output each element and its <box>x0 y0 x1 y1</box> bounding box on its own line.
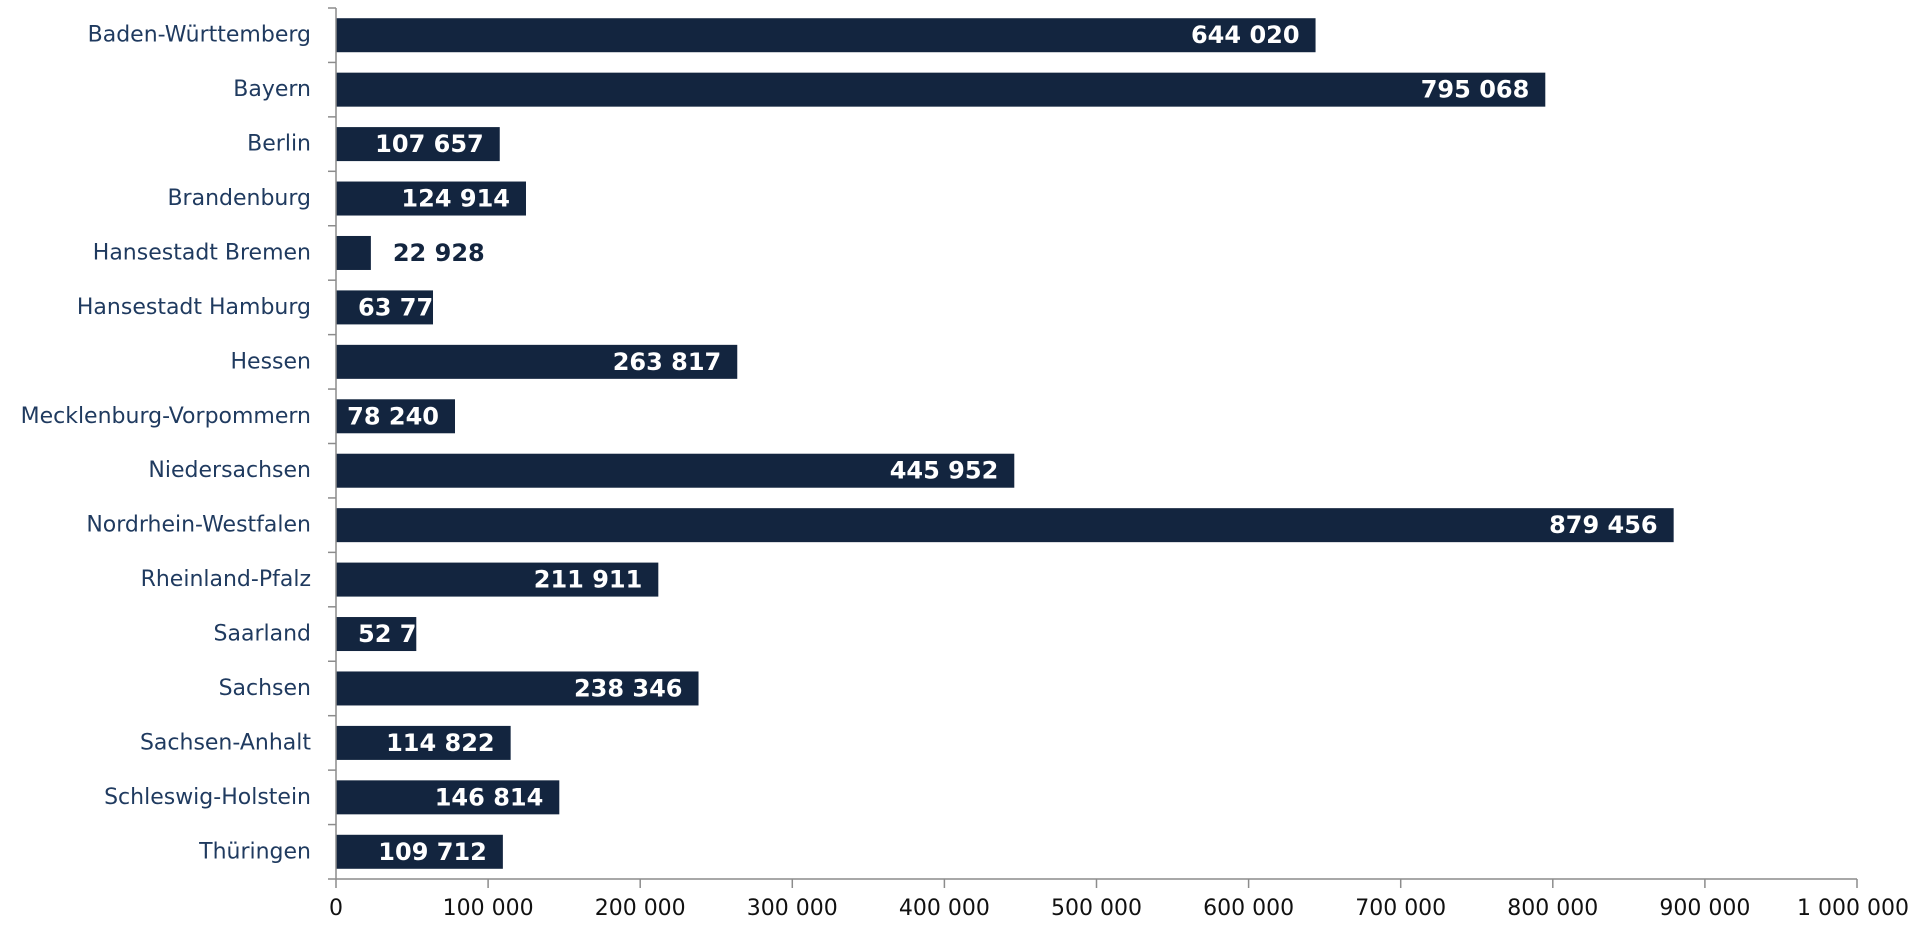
x-tick-label: 0 <box>329 896 343 921</box>
bar <box>336 72 1546 107</box>
data-label: 146 814 <box>435 783 544 811</box>
category-label: Hansestadt Hamburg <box>77 295 311 320</box>
bar <box>336 671 699 706</box>
data-label: 879 456 <box>1549 511 1658 539</box>
bar <box>336 399 456 434</box>
category-label: Nordrhein-Westfalen <box>86 513 311 538</box>
bar <box>336 725 511 760</box>
category-label: Hessen <box>231 349 311 374</box>
data-label: 22 928 <box>393 239 485 267</box>
data-label: 445 952 <box>890 457 999 485</box>
x-tick-label: 700 000 <box>1355 896 1446 921</box>
data-label: 211 911 <box>534 566 643 594</box>
category-label: Thüringen <box>198 839 311 864</box>
bar <box>336 617 417 652</box>
x-tick-label: 400 000 <box>899 896 990 921</box>
data-label: 238 346 <box>574 674 683 702</box>
bar <box>336 181 526 216</box>
data-label: 644 020 <box>1191 21 1300 49</box>
category-label: Mecklenburg-Vorpommern <box>21 404 311 429</box>
x-tick-label: 200 000 <box>595 896 686 921</box>
bar <box>336 290 434 325</box>
x-tick-label: 300 000 <box>747 896 838 921</box>
bar <box>336 508 1674 543</box>
category-label: Saarland <box>214 622 311 647</box>
x-tick-label: 600 000 <box>1203 896 1294 921</box>
category-label: Rheinland-Pfalz <box>141 567 311 592</box>
category-label: Sachsen-Anhalt <box>140 730 311 755</box>
data-label: 107 657 <box>375 130 484 158</box>
bar <box>336 127 500 162</box>
data-label: 78 240 <box>347 402 439 430</box>
x-tick-label: 900 000 <box>1659 896 1750 921</box>
data-label: 795 068 <box>1421 76 1530 104</box>
category-label: Niedersachsen <box>148 458 311 483</box>
bar <box>336 562 659 597</box>
bar <box>336 235 371 270</box>
bar <box>336 834 503 869</box>
data-label: 109 712 <box>378 838 487 866</box>
category-label: Bayern <box>233 77 311 102</box>
category-label: Berlin <box>247 132 311 157</box>
data-label: 114 822 <box>386 729 495 757</box>
x-tick-label: 1 000 000 <box>1797 896 1909 921</box>
data-label: 63 777 <box>358 293 450 321</box>
x-tick-label: 500 000 <box>1051 896 1142 921</box>
bars-layer <box>336 18 1674 869</box>
x-tick-label: 800 000 <box>1507 896 1598 921</box>
data-label: 263 817 <box>613 348 722 376</box>
category-label: Baden-Württemberg <box>88 23 311 48</box>
data-label: 124 914 <box>401 185 510 213</box>
category-label: Hansestadt Bremen <box>93 240 311 265</box>
bar <box>336 780 560 815</box>
bar <box>336 453 1015 488</box>
bar <box>336 18 1316 53</box>
data-label: 52 79 <box>358 620 433 648</box>
category-label: Sachsen <box>219 676 311 701</box>
category-label: Brandenburg <box>167 186 311 211</box>
x-tick-label: 100 000 <box>443 896 534 921</box>
category-label: Schleswig-Holstein <box>104 785 311 810</box>
data-labels-layer: 644 020 795 068 107 657 124 914 22 928 63 777… <box>347 21 1658 866</box>
axes-layer: Baden-Württemberg Bayern Berlin Brandenburg… <box>21 7 1909 921</box>
bar <box>336 344 738 379</box>
